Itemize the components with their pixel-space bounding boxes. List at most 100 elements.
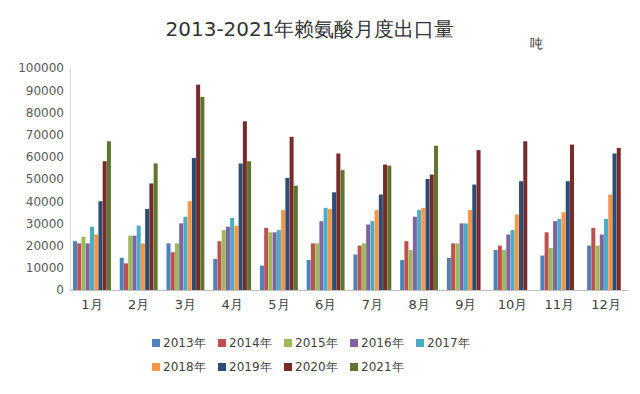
bar xyxy=(260,266,264,290)
bar xyxy=(447,258,451,290)
series xyxy=(107,97,438,290)
bar xyxy=(132,236,136,290)
x-tick-label: 11月 xyxy=(545,297,575,312)
chart: 2013-2021年赖氨酸月度出口量吨010000200003000040000… xyxy=(0,0,640,394)
legend-item: 2020年 xyxy=(284,360,338,374)
y-tick: 10000 xyxy=(26,261,70,275)
bar xyxy=(273,232,277,290)
bar xyxy=(383,165,387,290)
bar xyxy=(213,259,217,290)
x-tick: 5月 xyxy=(268,290,289,312)
y-axis: 0100002000030000400005000060000700008000… xyxy=(18,61,70,297)
x-tick-label: 1月 xyxy=(81,297,102,312)
bar xyxy=(464,223,468,290)
bar xyxy=(166,243,170,290)
bar xyxy=(81,237,85,290)
bar xyxy=(562,212,566,290)
bar xyxy=(86,243,90,290)
x-tick-label: 5月 xyxy=(268,297,289,312)
x-axis: 1月2月3月4月5月6月7月8月9月10月11月12月 xyxy=(71,290,629,312)
bar xyxy=(196,85,200,290)
legend: 2013年2014年2015年2016年2017年2018年2019年2020年… xyxy=(152,336,470,374)
bar xyxy=(413,217,417,290)
bar xyxy=(179,223,183,290)
bar xyxy=(294,186,298,290)
bar xyxy=(137,226,141,290)
y-tick-label: 10000 xyxy=(26,261,64,275)
bar xyxy=(120,258,124,290)
bar xyxy=(451,243,455,290)
y-tick-label: 90000 xyxy=(26,84,64,98)
bar xyxy=(608,195,612,290)
x-tick: 4月 xyxy=(222,290,243,312)
y-axis-title: 吨 xyxy=(530,36,543,51)
bar xyxy=(328,209,332,290)
x-tick-label: 8月 xyxy=(408,297,429,312)
bar xyxy=(217,241,221,290)
legend-label: 2018年 xyxy=(163,360,206,374)
bar xyxy=(366,225,370,290)
bar xyxy=(332,192,336,290)
bar xyxy=(183,217,187,290)
x-tick: 6月 xyxy=(315,290,336,312)
bar xyxy=(494,250,498,290)
y-tick: 80000 xyxy=(26,106,70,120)
legend-swatch xyxy=(350,363,358,371)
bar xyxy=(324,208,328,290)
legend-item: 2013年 xyxy=(152,336,206,350)
bar xyxy=(77,243,81,290)
x-tick: 10月 xyxy=(498,290,528,312)
bar xyxy=(336,153,340,290)
bar xyxy=(341,170,345,290)
y-tick: 40000 xyxy=(26,195,70,209)
legend-swatch xyxy=(284,339,292,347)
x-tick: 8月 xyxy=(408,290,429,312)
x-tick-label: 3月 xyxy=(175,297,196,312)
bar xyxy=(498,246,502,290)
bar xyxy=(192,158,196,290)
bar xyxy=(468,210,472,290)
bar xyxy=(587,246,591,290)
bar xyxy=(426,179,430,290)
bar xyxy=(612,153,616,290)
bar xyxy=(472,185,476,290)
bar xyxy=(506,235,510,291)
x-tick: 2月 xyxy=(128,290,149,312)
x-tick-label: 7月 xyxy=(362,297,383,312)
bar xyxy=(171,252,175,290)
series xyxy=(94,195,612,290)
bar xyxy=(362,243,366,290)
legend-label: 2021年 xyxy=(361,360,404,374)
bar xyxy=(502,250,506,290)
y-tick-label: 70000 xyxy=(26,128,64,142)
x-tick-label: 6月 xyxy=(315,297,336,312)
bar xyxy=(523,141,527,290)
legend-swatch xyxy=(152,363,160,371)
bar xyxy=(404,241,408,290)
x-tick: 12月 xyxy=(591,290,621,312)
y-tick: 20000 xyxy=(26,239,70,253)
bar xyxy=(570,145,574,290)
bar xyxy=(230,218,234,290)
bar xyxy=(591,228,595,290)
bar xyxy=(175,243,179,290)
bar xyxy=(409,250,413,290)
bar xyxy=(540,256,544,290)
bar xyxy=(290,137,294,290)
series xyxy=(90,208,608,290)
bar xyxy=(358,246,362,290)
bar xyxy=(234,226,238,290)
bar xyxy=(277,230,281,290)
bar xyxy=(421,208,425,290)
bar xyxy=(387,166,391,290)
x-axis-line xyxy=(71,290,629,291)
y-axis-line xyxy=(70,69,71,291)
bar xyxy=(600,235,604,291)
bar xyxy=(222,230,226,290)
bar xyxy=(379,195,383,290)
bar xyxy=(460,223,464,290)
bar xyxy=(311,243,315,290)
series xyxy=(103,85,621,290)
legend-swatch xyxy=(218,363,226,371)
bar xyxy=(268,232,272,290)
